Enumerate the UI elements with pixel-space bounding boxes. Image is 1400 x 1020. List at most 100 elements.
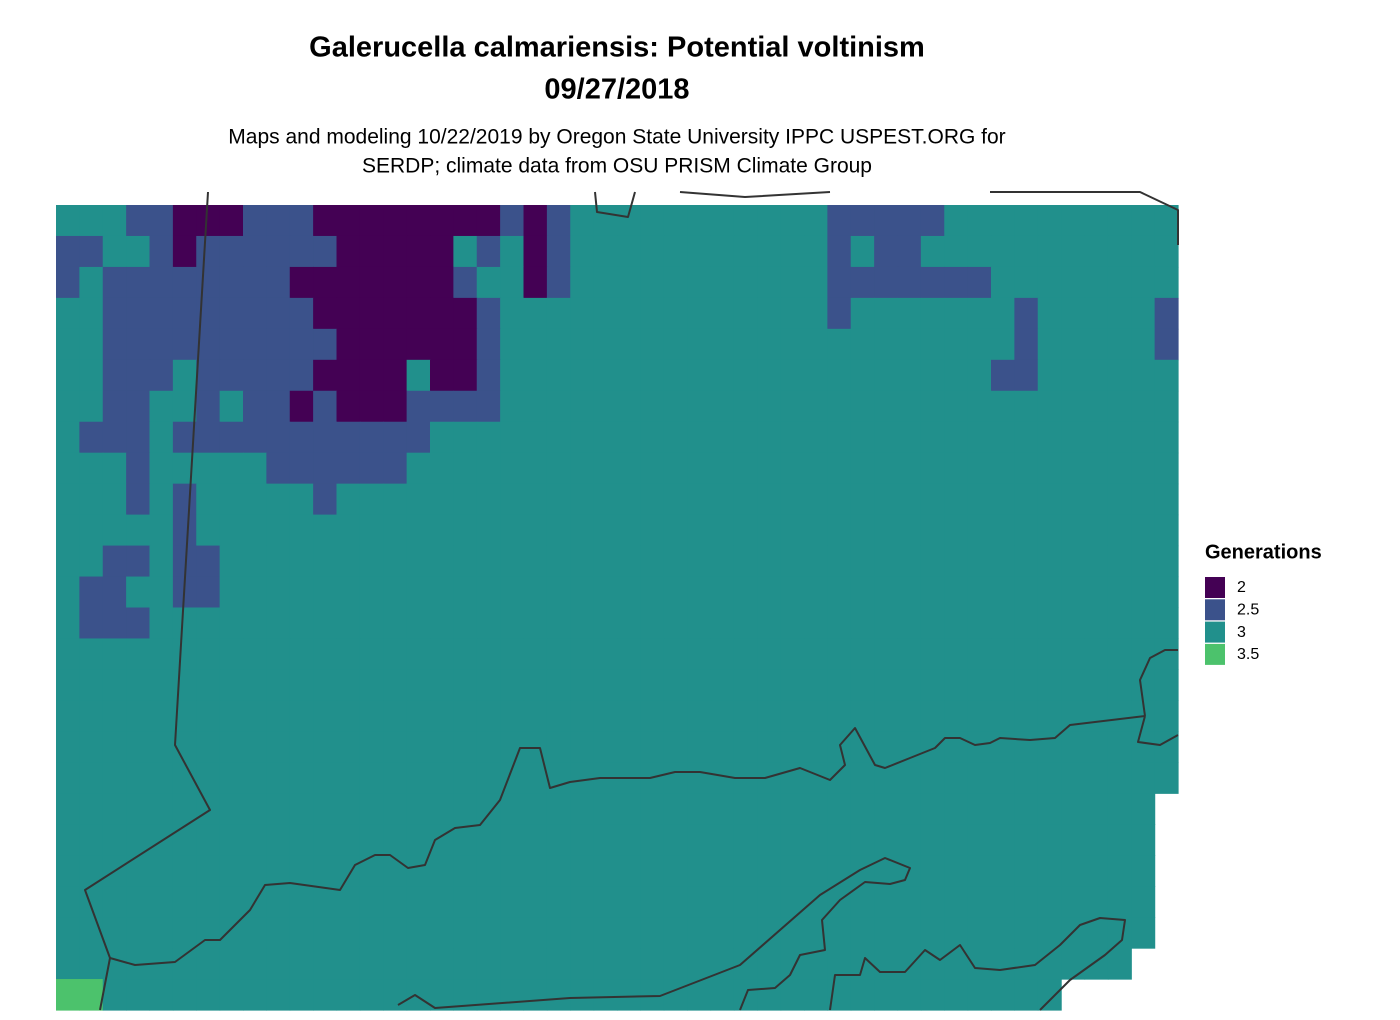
raster-cell <box>453 545 478 578</box>
raster-cell <box>219 235 244 268</box>
raster-cell <box>289 700 314 732</box>
raster-cell <box>1154 483 1179 516</box>
raster-cell <box>219 421 244 454</box>
raster-cell <box>944 514 969 547</box>
raster-cell <box>102 205 127 237</box>
raster-cell <box>196 793 221 825</box>
raster-cell <box>523 700 548 732</box>
raster-cell <box>172 545 197 578</box>
raster-cell <box>56 390 80 423</box>
raster-cell <box>243 266 267 299</box>
raster-cell <box>850 607 875 640</box>
raster-cell <box>1131 917 1156 949</box>
raster-cell <box>640 793 665 825</box>
raster-cell <box>476 979 501 1011</box>
raster-cell <box>827 545 852 578</box>
raster-cell <box>991 359 1015 392</box>
raster-cell <box>196 669 221 701</box>
raster-cell <box>617 390 641 423</box>
raster-cell <box>1131 235 1156 268</box>
raster-cell <box>219 669 244 701</box>
raster-cell <box>219 948 244 980</box>
raster-cell <box>523 235 548 268</box>
raster-cell <box>1037 855 1062 887</box>
raster-cell <box>56 514 80 547</box>
raster-cell <box>126 235 151 268</box>
subtitle: Maps and modeling 10/22/2019 by Oregon S… <box>228 126 1005 149</box>
raster-cell <box>523 421 548 454</box>
raster-cell <box>991 886 1015 918</box>
raster-cell <box>453 266 478 299</box>
raster-cell <box>1131 390 1156 423</box>
raster-cell <box>56 607 80 640</box>
raster-cell <box>243 855 267 887</box>
raster-cell <box>243 638 267 671</box>
raster-cell <box>1154 297 1179 330</box>
raster-cell <box>991 576 1015 609</box>
raster-cell <box>476 669 501 701</box>
raster-cell <box>1131 514 1156 547</box>
raster-cell <box>827 297 852 330</box>
raster-cell <box>219 886 244 918</box>
raster-cell <box>149 297 174 330</box>
raster-cell <box>406 266 431 299</box>
raster-cell <box>289 793 314 825</box>
raster-cell <box>570 452 595 485</box>
raster-cell <box>757 545 782 578</box>
raster-cell <box>289 917 314 949</box>
raster-cell <box>593 421 618 454</box>
raster-cell <box>780 421 805 454</box>
raster-cell <box>593 979 618 1011</box>
raster-cell <box>383 545 408 578</box>
raster-cell <box>1107 390 1132 423</box>
raster-cell <box>1154 452 1179 485</box>
raster-cell <box>266 205 291 237</box>
raster-cell <box>967 514 992 547</box>
raster-cell <box>102 390 127 423</box>
raster-cell <box>56 483 80 516</box>
raster-cell <box>1037 514 1062 547</box>
raster-cell <box>243 607 267 640</box>
raster-cell <box>453 638 478 671</box>
raster-cell <box>359 390 384 423</box>
raster-cell <box>546 514 571 547</box>
raster-cell <box>687 421 712 454</box>
raster-cell <box>570 731 595 763</box>
raster-cell <box>710 669 735 701</box>
raster-cell <box>710 483 735 516</box>
raster-cell <box>570 917 595 949</box>
raster-cell <box>102 421 127 454</box>
raster-cell <box>500 359 525 392</box>
raster-cell <box>1107 731 1132 763</box>
raster-cell <box>546 452 571 485</box>
raster-cell <box>476 514 501 547</box>
raster-cell <box>56 328 80 361</box>
raster-cell <box>1107 855 1132 887</box>
raster-cell <box>266 917 291 949</box>
raster-cell <box>733 731 758 763</box>
raster-cell <box>920 297 945 330</box>
raster-cell <box>944 731 969 763</box>
raster-cell <box>640 855 665 887</box>
raster-cell <box>149 576 174 609</box>
raster-cell <box>827 235 852 268</box>
raster-cell <box>617 793 641 825</box>
raster-cell <box>196 731 221 763</box>
raster-cell <box>523 762 548 794</box>
raster-cell <box>640 483 665 516</box>
raster-cell <box>757 948 782 980</box>
raster-cell <box>359 421 384 454</box>
raster-cell <box>406 390 431 423</box>
raster-cell <box>336 545 361 578</box>
raster-cell <box>523 205 548 237</box>
raster-cell <box>1154 390 1179 423</box>
raster-cell <box>102 514 127 547</box>
raster-cell <box>617 669 641 701</box>
raster-cell <box>102 607 127 640</box>
raster-cell <box>804 638 828 671</box>
raster-cell <box>126 824 151 856</box>
raster-cell <box>733 205 758 237</box>
raster-cell <box>874 514 899 547</box>
raster-cell <box>430 793 454 825</box>
raster-cell <box>967 421 992 454</box>
